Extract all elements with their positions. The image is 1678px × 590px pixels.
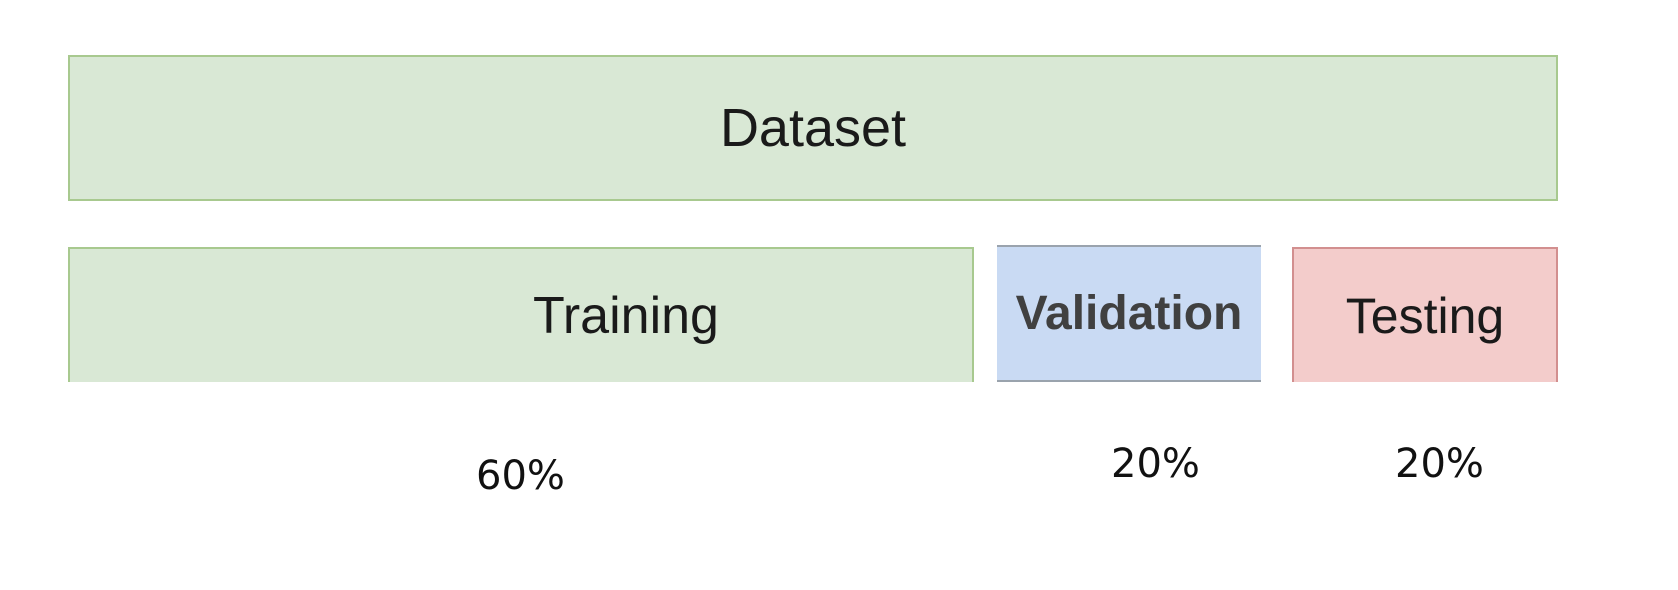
training-box: Training (68, 247, 974, 382)
validation-box: Validation (997, 245, 1261, 382)
validation-label: Validation (1015, 287, 1243, 340)
validation-percent: 20% (1111, 441, 1200, 487)
testing-box: Testing (1292, 247, 1558, 382)
testing-label: Testing (1345, 287, 1505, 344)
dataset-label: Dataset (719, 98, 907, 158)
testing-percent: 20% (1395, 441, 1484, 487)
training-label: Training (533, 286, 719, 345)
training-percent: 60% (476, 453, 565, 499)
dataset-box: Dataset (68, 55, 1558, 201)
